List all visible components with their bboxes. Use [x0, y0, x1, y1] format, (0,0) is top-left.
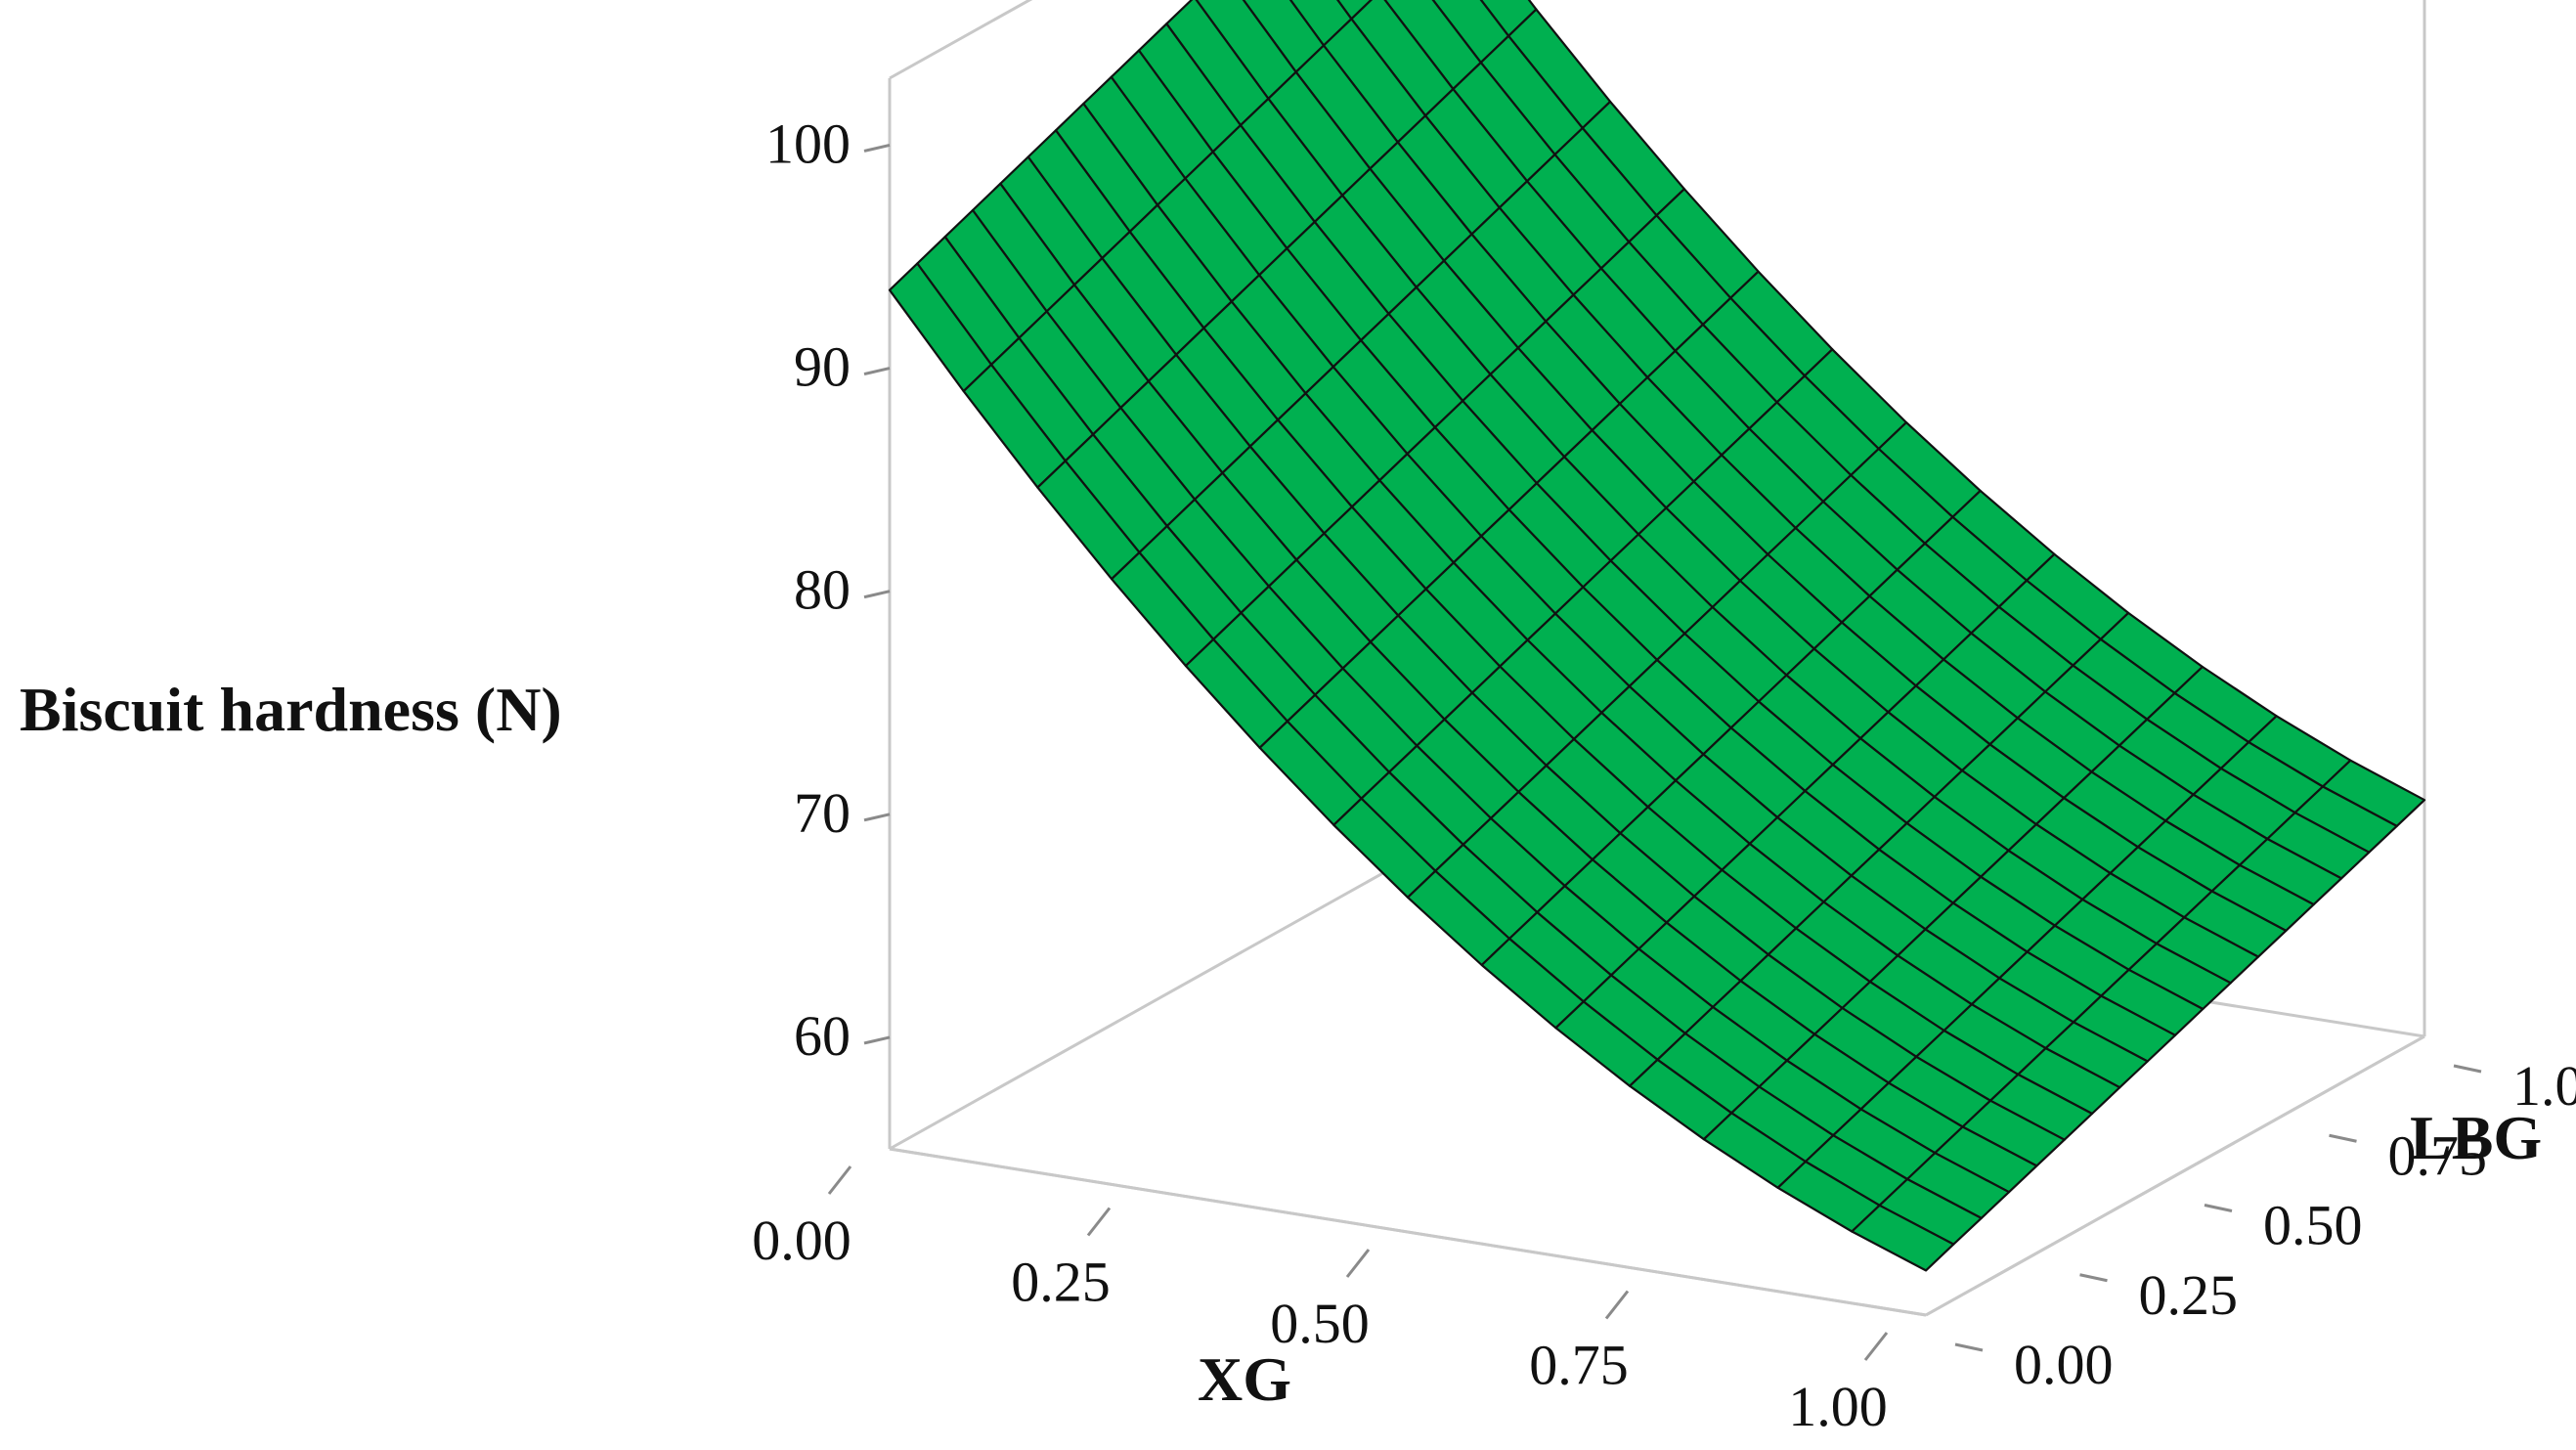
tick-labels: 60 70 80 90 100 0.00 0.25 0.50 0.75 1.00 0.00 0.25 0…	[752, 111, 2576, 1438]
x-tick	[1345, 1249, 1371, 1278]
y-tick	[2204, 1204, 2233, 1212]
y-tick	[2329, 1133, 2357, 1143]
z-tick-label: 80	[794, 558, 851, 622]
x-tick	[1086, 1207, 1112, 1237]
x-tick-label: 0.25	[1011, 1251, 1111, 1314]
z-axis-title: Biscuit hardness (N)	[20, 675, 562, 744]
y-tick	[2079, 1273, 2108, 1283]
surface-cell	[1335, 0, 1374, 21]
response-surface	[888, 0, 2426, 1272]
y-tick-label: 0.00	[2014, 1333, 2114, 1396]
x-tick	[1863, 1332, 1889, 1361]
x-tick-label: 0.50	[1270, 1292, 1370, 1355]
y-tick-label: 0.75	[2388, 1123, 2488, 1187]
box-front-edge	[889, 1147, 1927, 1317]
z-tick-label: 70	[794, 781, 851, 845]
z-tick	[863, 143, 891, 153]
z-tick	[863, 813, 891, 822]
box-front-edge	[1925, 1034, 2425, 1317]
axis-ticks	[827, 143, 2482, 1361]
y-tick	[2453, 1064, 2482, 1074]
x-tick	[1604, 1290, 1630, 1320]
box-edge	[889, 0, 1033, 80]
y-tick-label: 0.25	[2139, 1263, 2239, 1327]
surface-cell	[1851, 1204, 1955, 1272]
x-tick	[827, 1165, 852, 1195]
box-edge	[889, 868, 1389, 1151]
y-tick-label: 1.00	[2512, 1054, 2576, 1118]
x-tick-label: 0.00	[752, 1208, 851, 1272]
y-axis-title: LBG	[2410, 1103, 2542, 1172]
z-tick-label: 90	[794, 335, 851, 399]
x-tick-label: 0.75	[1529, 1334, 1629, 1397]
z-tick	[863, 590, 891, 599]
x-tick-label: 1.00	[1788, 1375, 1888, 1438]
z-tick	[863, 1035, 891, 1045]
z-tick-label: 60	[794, 1004, 851, 1068]
y-tick-label: 0.50	[2263, 1194, 2363, 1257]
z-tick-label: 100	[765, 111, 851, 175]
y-tick	[1954, 1342, 1984, 1352]
x-axis-title: XG	[1198, 1344, 1291, 1414]
z-tick	[863, 367, 891, 376]
